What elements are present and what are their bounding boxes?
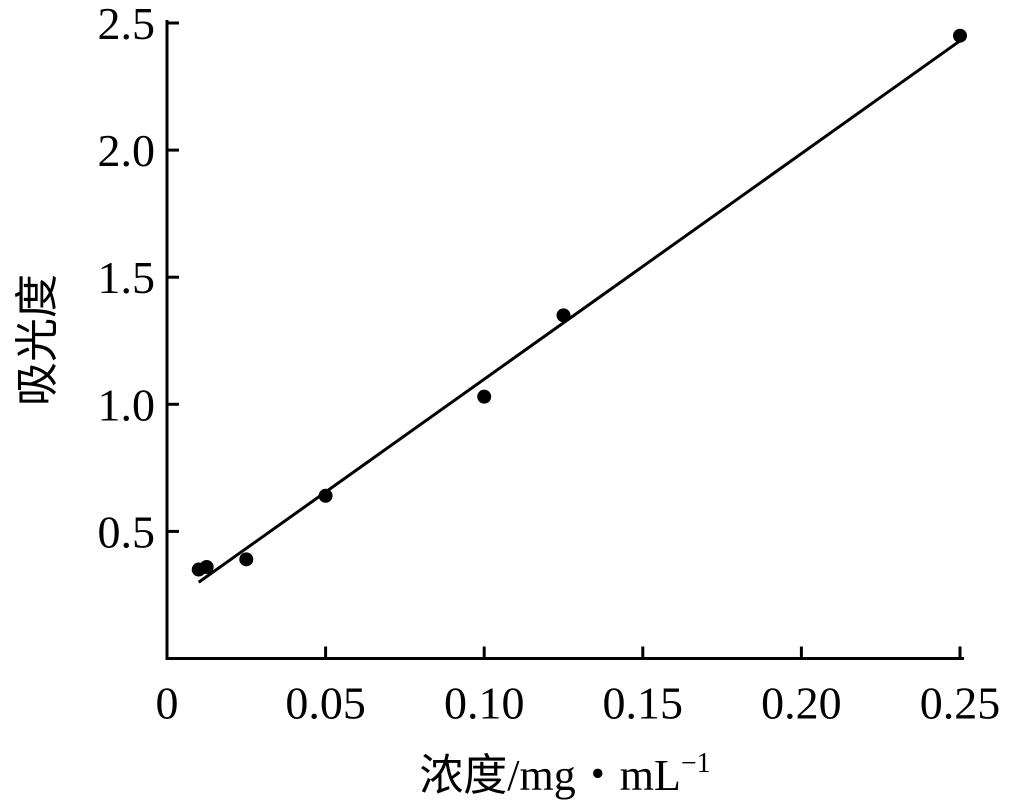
y-tick-label: 1.0: [98, 379, 156, 430]
x-tick-label: 0.05: [285, 678, 366, 729]
y-tick-label: 0.5: [98, 506, 156, 557]
y-axis-title: 吸光度: [13, 274, 62, 406]
x-ticks: 0 0.05 0.10 0.15 0.20 0.25: [156, 646, 1001, 729]
data-point: [239, 552, 254, 567]
y-ticks: 0.5 1.0 1.5 2.0 2.5: [98, 0, 179, 557]
x-axis-title-superscript: −1: [681, 748, 711, 779]
data-point: [477, 389, 492, 404]
y-tick-label: 2.5: [98, 0, 156, 49]
x-tick-label: 0.25: [920, 678, 1001, 729]
x-axis-title: 浓度/mg・mL−1: [419, 748, 710, 800]
y-tick-label: 1.5: [98, 252, 156, 303]
data-point: [199, 559, 214, 574]
data-point: [953, 28, 967, 43]
y-tick-label: 2.0: [98, 125, 156, 176]
x-tick-label: 0.20: [761, 678, 842, 729]
x-tick-label: 0: [156, 678, 179, 729]
x-tick-label: 0.10: [444, 678, 525, 729]
x-tick-label: 0.15: [603, 678, 684, 729]
data-point: [556, 308, 571, 323]
axes: [165, 20, 964, 660]
plot-area: [191, 28, 967, 584]
data-point: [318, 488, 333, 503]
fit-line: [197, 39, 961, 584]
